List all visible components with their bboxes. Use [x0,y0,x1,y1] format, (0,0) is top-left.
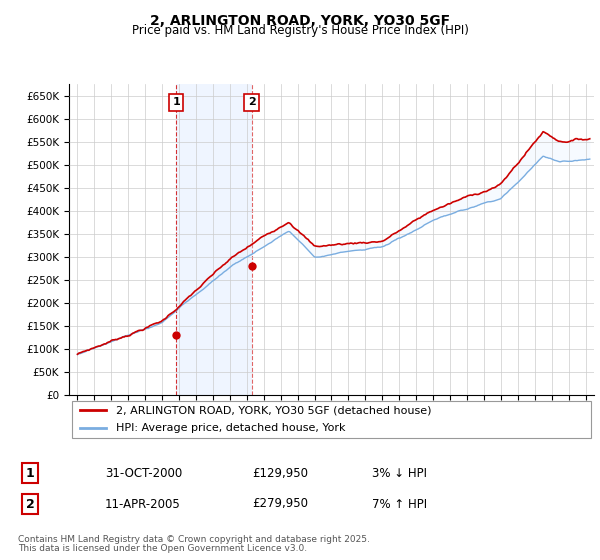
Text: 2: 2 [248,97,256,108]
Text: This data is licensed under the Open Government Licence v3.0.: This data is licensed under the Open Gov… [18,544,307,553]
Text: £279,950: £279,950 [252,497,308,511]
Bar [176,84,251,395]
Text: Price paid vs. HM Land Registry's House Price Index (HPI): Price paid vs. HM Land Registry's House … [131,24,469,36]
FancyBboxPatch shape [71,401,592,438]
Text: 1: 1 [172,97,180,108]
Text: 2, ARLINGTON ROAD, YORK, YO30 5GF (detached house): 2, ARLINGTON ROAD, YORK, YO30 5GF (detac… [116,405,432,415]
Text: 11-APR-2005: 11-APR-2005 [105,497,181,511]
Text: 7% ↑ HPI: 7% ↑ HPI [372,497,427,511]
Text: 31-OCT-2000: 31-OCT-2000 [105,466,182,480]
Text: £129,950: £129,950 [252,466,308,480]
Text: 3% ↓ HPI: 3% ↓ HPI [372,466,427,480]
Text: 2, ARLINGTON ROAD, YORK, YO30 5GF: 2, ARLINGTON ROAD, YORK, YO30 5GF [150,14,450,28]
Text: 1: 1 [26,466,34,480]
Text: HPI: Average price, detached house, York: HPI: Average price, detached house, York [116,423,346,433]
Text: 2: 2 [26,497,34,511]
Text: Contains HM Land Registry data © Crown copyright and database right 2025.: Contains HM Land Registry data © Crown c… [18,535,370,544]
